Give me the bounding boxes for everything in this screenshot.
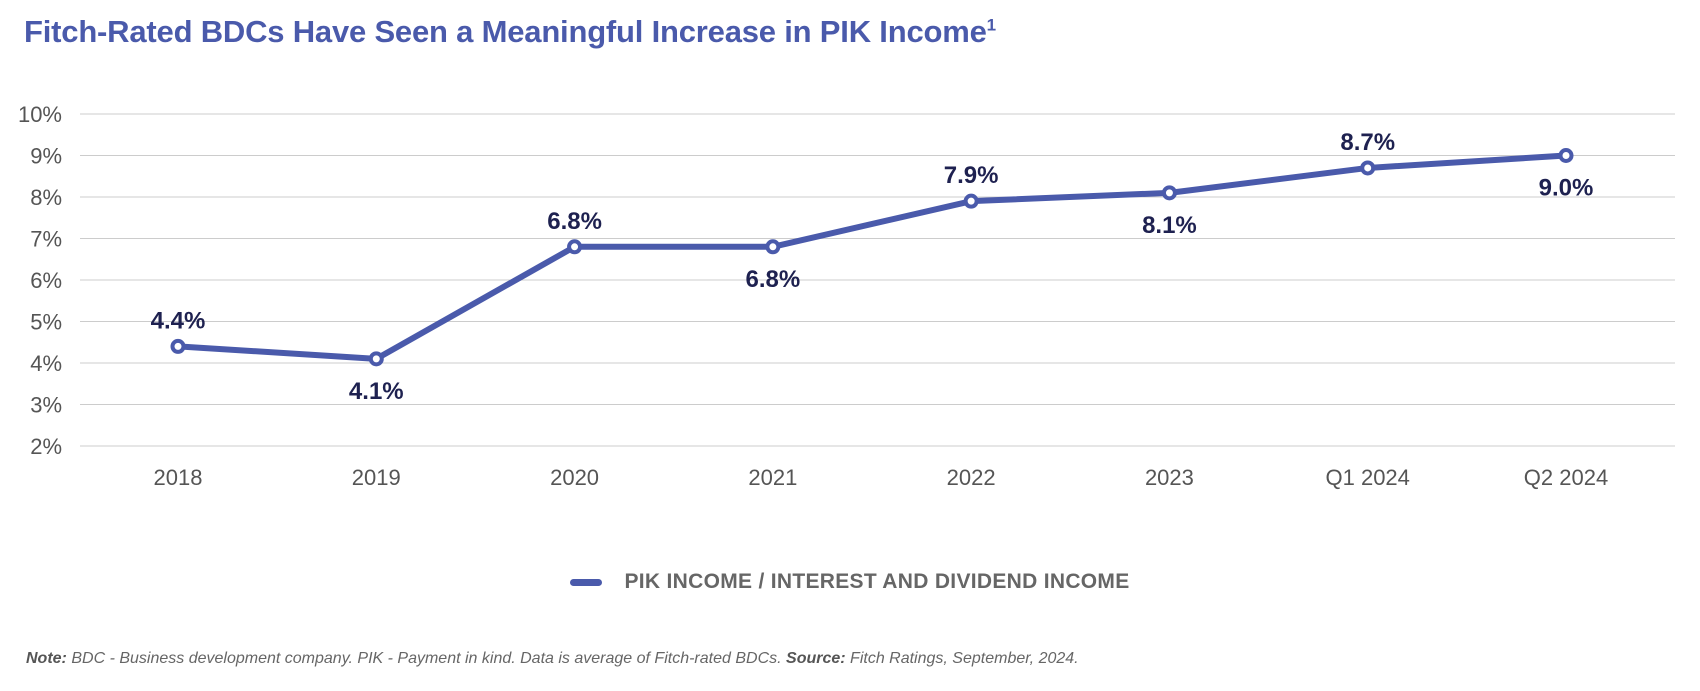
chart-title-footnote-marker: 1	[986, 15, 996, 35]
series-group	[170, 148, 1574, 367]
x-tick-label: 2018	[154, 465, 203, 490]
data-label: 6.8%	[746, 266, 801, 293]
grid-lines	[80, 113, 1675, 447]
chart-title-text: Fitch-Rated BDCs Have Seen a Meaningful …	[24, 14, 987, 49]
data-label: 9.0%	[1539, 175, 1594, 202]
data-point	[963, 193, 979, 209]
data-point	[170, 338, 186, 354]
legend-label: PIK INCOME / INTEREST AND DIVIDEND INCOM…	[624, 570, 1130, 593]
x-tick-label: Q1 2024	[1326, 465, 1410, 490]
data-label: 7.9%	[944, 162, 999, 189]
x-tick-label: 2019	[352, 465, 401, 490]
y-tick-label: 2%	[30, 434, 62, 459]
data-label: 6.8%	[547, 208, 602, 235]
x-tick-label: 2021	[748, 465, 797, 490]
data-label: 8.1%	[1142, 212, 1197, 239]
x-tick-label: 2023	[1145, 465, 1194, 490]
y-tick-label: 8%	[30, 185, 62, 210]
x-tick-label: 2022	[947, 465, 996, 490]
note-text: BDC - Business development company. PIK …	[66, 650, 787, 667]
footnote: Note: BDC - Business development company…	[26, 650, 1079, 668]
chart-title: Fitch-Rated BDCs Have Seen a Meaningful …	[24, 14, 996, 50]
y-tick-label: 7%	[30, 227, 62, 252]
source-label: Source:	[786, 650, 846, 667]
x-axis-tick-labels: 2018 2019 2020 2021 2022 2023 Q1 2024 Q2 2024	[154, 465, 1609, 490]
data-point	[765, 239, 781, 255]
x-tick-label: Q2 2024	[1524, 465, 1608, 490]
y-tick-label: 10%	[18, 102, 62, 127]
y-tick-label: 6%	[30, 268, 62, 293]
legend-swatch	[570, 578, 603, 586]
data-point	[1360, 160, 1376, 176]
note-label: Note:	[26, 650, 67, 667]
y-tick-label: 3%	[30, 393, 62, 418]
y-tick-label: 9%	[30, 144, 62, 169]
legend: PIK INCOME / INTEREST AND DIVIDEND INCOM…	[0, 570, 1700, 594]
data-labels: 4.4% 4.1% 6.8% 6.8% 7.9% 8.1% 8.7% 9.0%	[151, 129, 1594, 405]
data-point	[567, 239, 583, 255]
data-point	[368, 351, 384, 367]
data-label: 4.4%	[151, 307, 206, 334]
y-tick-label: 4%	[30, 351, 62, 376]
series-line	[175, 152, 1569, 362]
source-text: Fitch Ratings, September, 2024.	[845, 650, 1079, 667]
data-label: 4.1%	[349, 378, 404, 405]
y-axis-tick-labels: 2% 3% 4% 5% 6% 7% 8% 9% 10%	[18, 102, 62, 459]
data-point	[1161, 185, 1177, 201]
line-chart: 2% 3% 4% 5% 6% 7% 8% 9% 10% 2018 2019 2020 2021 2022…	[18, 102, 1675, 490]
y-tick-label: 5%	[30, 310, 62, 335]
data-label: 8.7%	[1340, 129, 1395, 156]
data-point	[1558, 148, 1574, 163]
x-tick-label: 2020	[550, 465, 599, 490]
